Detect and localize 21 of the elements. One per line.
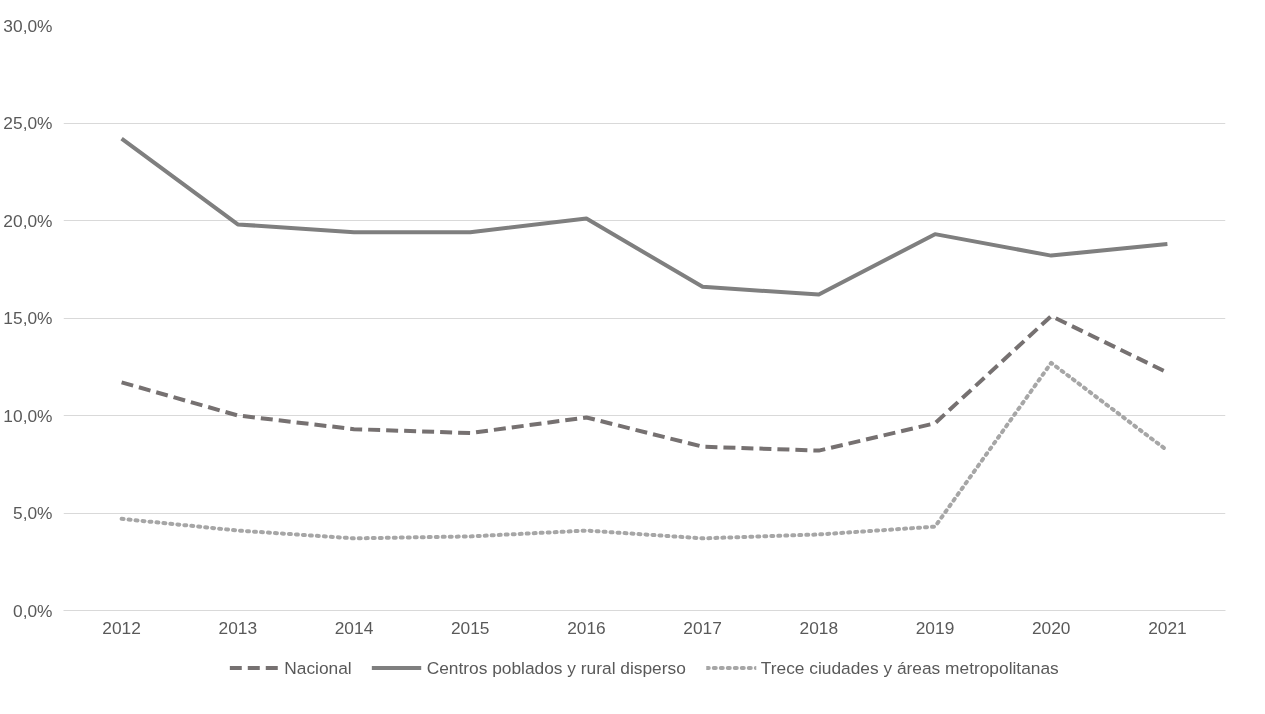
x-tick-label: 2019 xyxy=(915,617,955,638)
x-tick-label: 2014 xyxy=(334,617,374,638)
x-tick-label: 2012 xyxy=(102,617,141,638)
y-tick-label: 15,0% xyxy=(3,308,53,328)
y-tick-label: 5,0% xyxy=(13,503,53,523)
legend-label: Centros poblados y rural disperso xyxy=(426,657,686,678)
x-tick-label: 2016 xyxy=(567,617,606,638)
y-tick-label: 10,0% xyxy=(3,405,53,426)
x-tick-label: 2020 xyxy=(1031,617,1071,638)
y-tick-label: 30,0% xyxy=(3,15,53,36)
y-tick-label: 25,0% xyxy=(3,113,53,133)
y-tick-label: 0,0% xyxy=(13,600,53,621)
legend-label: Trece ciudades y áreas metropolitanas xyxy=(760,657,1059,678)
x-tick-label: 2021 xyxy=(1148,617,1187,638)
y-tick-label: 20,0% xyxy=(3,210,53,231)
x-tick-label: 2015 xyxy=(450,617,490,638)
legend-label: Nacional xyxy=(284,657,352,678)
x-tick-label: 2018 xyxy=(799,617,839,638)
x-tick-label: 2013 xyxy=(218,617,258,638)
line-series xyxy=(119,136,1170,297)
x-tick-label: 2017 xyxy=(683,617,722,638)
